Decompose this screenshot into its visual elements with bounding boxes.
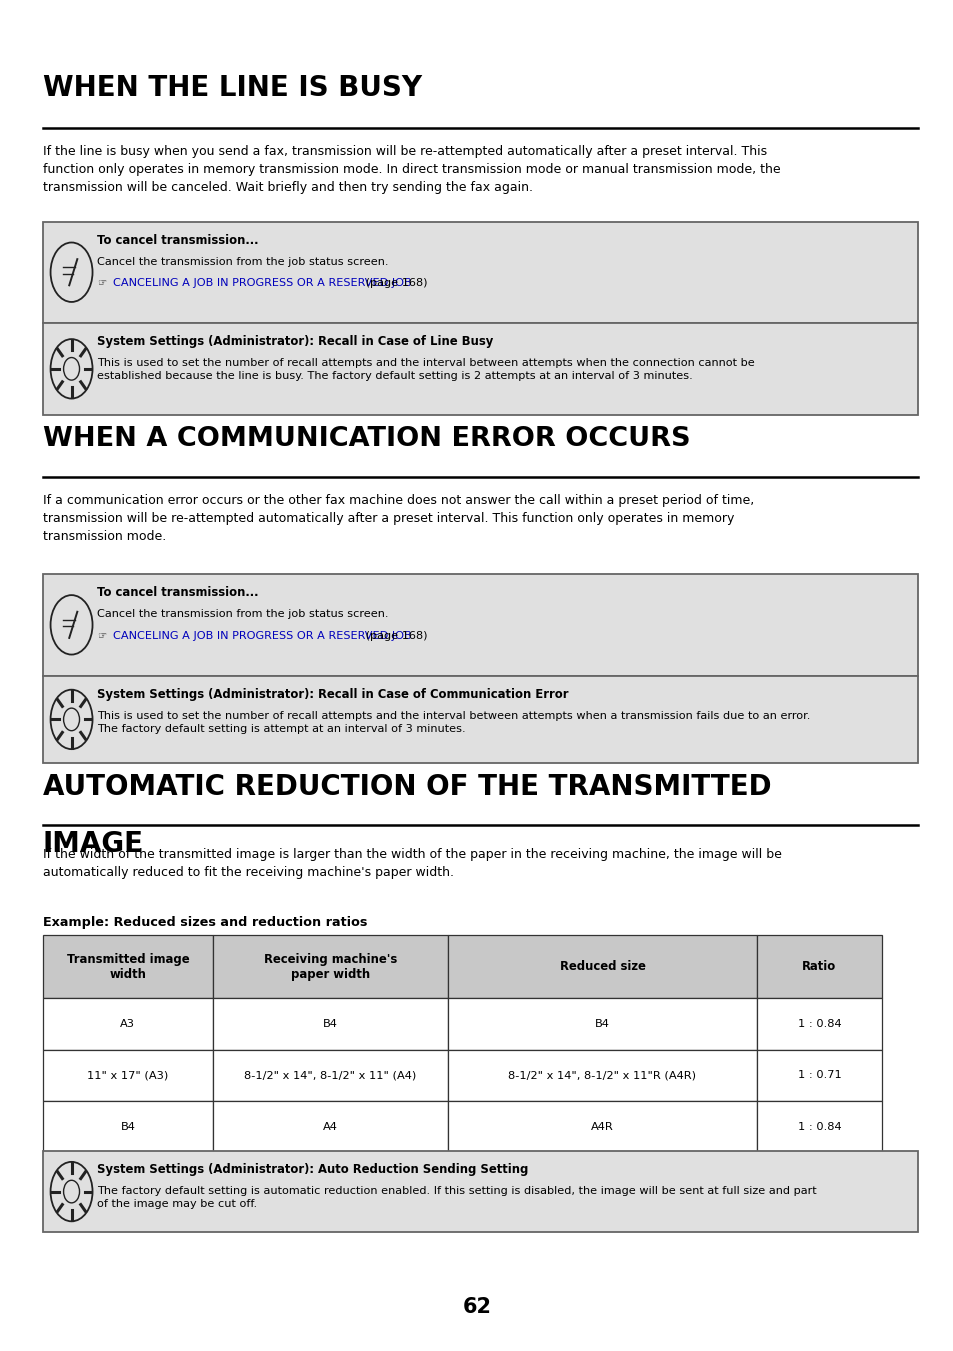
Text: To cancel transmission...: To cancel transmission... — [97, 586, 258, 600]
Text: AUTOMATIC REDUCTION OF THE TRANSMITTED: AUTOMATIC REDUCTION OF THE TRANSMITTED — [43, 773, 771, 801]
Text: Receiving machine's
paper width: Receiving machine's paper width — [264, 952, 396, 981]
FancyBboxPatch shape — [43, 935, 213, 998]
Text: System Settings (Administrator): Auto Reduction Sending Setting: System Settings (Administrator): Auto Re… — [97, 1163, 528, 1177]
Text: CANCELING A JOB IN PROGRESS OR A RESERVED JOB: CANCELING A JOB IN PROGRESS OR A RESERVE… — [112, 278, 411, 288]
Text: The factory default setting is automatic reduction enabled. If this setting is d: The factory default setting is automatic… — [97, 1186, 816, 1209]
Text: WHEN THE LINE IS BUSY: WHEN THE LINE IS BUSY — [43, 74, 421, 103]
Text: 1 : 0.71: 1 : 0.71 — [797, 1070, 841, 1081]
Text: 8-1/2" x 14", 8-1/2" x 11"R (A4R): 8-1/2" x 14", 8-1/2" x 11"R (A4R) — [508, 1070, 696, 1081]
Text: WHEN A COMMUNICATION ERROR OCCURS: WHEN A COMMUNICATION ERROR OCCURS — [43, 426, 690, 451]
Text: To cancel transmission...: To cancel transmission... — [97, 234, 258, 247]
Text: ☞: ☞ — [97, 631, 107, 640]
Text: 1 : 0.84: 1 : 0.84 — [797, 1019, 841, 1029]
Text: This is used to set the number of recall attempts and the interval between attem: This is used to set the number of recall… — [97, 711, 810, 734]
Text: Cancel the transmission from the job status screen.: Cancel the transmission from the job sta… — [97, 257, 389, 266]
Text: If the line is busy when you send a fax, transmission will be re-attempted autom: If the line is busy when you send a fax,… — [43, 145, 780, 193]
Text: If the width of the transmitted image is larger than the width of the paper in t: If the width of the transmitted image is… — [43, 848, 781, 880]
Text: 62: 62 — [462, 1297, 491, 1317]
Text: 11" x 17" (A3): 11" x 17" (A3) — [87, 1070, 169, 1081]
FancyBboxPatch shape — [756, 1050, 882, 1101]
FancyBboxPatch shape — [756, 1101, 882, 1152]
Text: B4: B4 — [323, 1019, 337, 1029]
Text: CANCELING A JOB IN PROGRESS OR A RESERVED JOB: CANCELING A JOB IN PROGRESS OR A RESERVE… — [112, 631, 411, 640]
Text: If a communication error occurs or the other fax machine does not answer the cal: If a communication error occurs or the o… — [43, 494, 754, 543]
Text: (page 168): (page 168) — [361, 631, 427, 640]
FancyBboxPatch shape — [43, 998, 213, 1050]
FancyBboxPatch shape — [448, 935, 756, 998]
FancyBboxPatch shape — [43, 222, 917, 323]
FancyBboxPatch shape — [448, 1050, 756, 1101]
Text: System Settings (Administrator): Recall in Case of Communication Error: System Settings (Administrator): Recall … — [97, 688, 568, 701]
FancyBboxPatch shape — [213, 935, 448, 998]
FancyBboxPatch shape — [448, 1101, 756, 1152]
FancyBboxPatch shape — [43, 323, 917, 415]
FancyBboxPatch shape — [213, 1050, 448, 1101]
Text: Ratio: Ratio — [801, 961, 836, 973]
Text: ☞: ☞ — [97, 278, 107, 288]
Text: IMAGE: IMAGE — [43, 830, 144, 858]
FancyBboxPatch shape — [43, 1050, 213, 1101]
Text: This is used to set the number of recall attempts and the interval between attem: This is used to set the number of recall… — [97, 358, 754, 381]
Text: B4: B4 — [595, 1019, 609, 1029]
FancyBboxPatch shape — [213, 1101, 448, 1152]
Text: System Settings (Administrator): Recall in Case of Line Busy: System Settings (Administrator): Recall … — [97, 335, 493, 349]
Text: A3: A3 — [120, 1019, 135, 1029]
FancyBboxPatch shape — [756, 935, 882, 998]
Text: 1 : 0.84: 1 : 0.84 — [797, 1121, 841, 1132]
Text: A4R: A4R — [591, 1121, 613, 1132]
Text: Example: Reduced sizes and reduction ratios: Example: Reduced sizes and reduction rat… — [43, 916, 367, 929]
Text: (page 168): (page 168) — [361, 278, 427, 288]
FancyBboxPatch shape — [213, 998, 448, 1050]
Text: B4: B4 — [120, 1121, 135, 1132]
Text: Transmitted image
width: Transmitted image width — [67, 952, 189, 981]
FancyBboxPatch shape — [448, 998, 756, 1050]
FancyBboxPatch shape — [756, 998, 882, 1050]
Text: Reduced size: Reduced size — [558, 961, 645, 973]
Text: A4: A4 — [323, 1121, 337, 1132]
Text: Cancel the transmission from the job status screen.: Cancel the transmission from the job sta… — [97, 609, 389, 619]
FancyBboxPatch shape — [43, 1151, 917, 1232]
FancyBboxPatch shape — [43, 676, 917, 763]
Text: 8-1/2" x 14", 8-1/2" x 11" (A4): 8-1/2" x 14", 8-1/2" x 11" (A4) — [244, 1070, 416, 1081]
FancyBboxPatch shape — [43, 574, 917, 676]
FancyBboxPatch shape — [43, 1101, 213, 1152]
